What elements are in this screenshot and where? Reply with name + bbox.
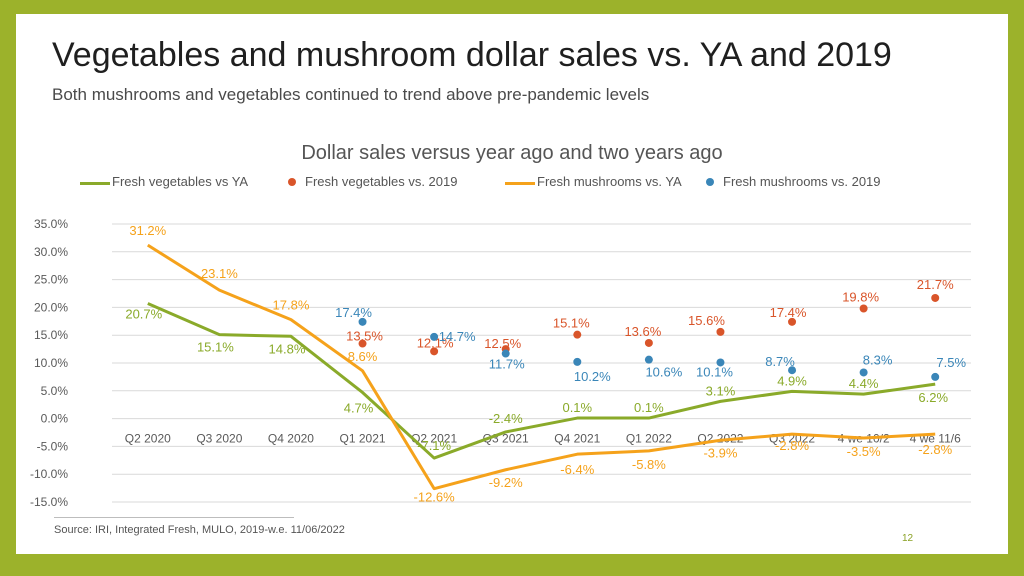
- data-label: 19.8%: [842, 290, 879, 305]
- data-point: [931, 372, 940, 381]
- data-point: [644, 338, 653, 347]
- data-label: -12.6%: [414, 490, 456, 505]
- y-tick-label: 30.0%: [34, 245, 68, 259]
- x-tick-label: Q1 2022: [626, 432, 672, 446]
- data-label: 13.5%: [346, 329, 383, 344]
- data-label: 6.2%: [918, 390, 948, 405]
- data-label: -2.8%: [918, 442, 952, 457]
- data-label: -2.4%: [489, 411, 523, 426]
- y-tick-label: -5.0%: [37, 439, 69, 453]
- data-label: 17.4%: [335, 305, 372, 320]
- data-point: [573, 330, 582, 339]
- data-label: 4.9%: [777, 373, 807, 388]
- y-tick-label: -10.0%: [30, 467, 68, 481]
- x-tick-label: Q2 2021: [411, 432, 457, 446]
- data-label: 4.7%: [344, 400, 374, 415]
- source-note: Source: IRI, Integrated Fresh, MULO, 201…: [54, 524, 345, 536]
- slide-subtitle: Both mushrooms and vegetables continued …: [52, 85, 650, 104]
- data-label: 14.7%: [439, 329, 476, 344]
- data-label: 10.2%: [574, 369, 611, 384]
- data-label: 21.7%: [917, 277, 954, 292]
- legend-label-mush-2019: Fresh mushrooms vs. 2019: [723, 174, 881, 189]
- legend-swatch-veg-2019: [288, 178, 296, 186]
- data-label: 3.1%: [706, 383, 736, 398]
- data-point: [430, 332, 439, 341]
- x-tick-label: Q4 2020: [268, 432, 314, 446]
- y-tick-label: 5.0%: [41, 384, 69, 398]
- data-label: -6.4%: [560, 462, 594, 477]
- legend-swatch-mush-2019: [706, 178, 714, 186]
- data-point: [859, 304, 868, 313]
- data-point: [573, 357, 582, 366]
- data-point: [716, 327, 725, 336]
- legend-label-veg-2019: Fresh vegetables vs. 2019: [305, 174, 458, 189]
- data-point: [788, 366, 797, 375]
- legend-label-mush-ya: Fresh mushrooms vs. YA: [537, 174, 682, 189]
- x-tick-label: Q2 2020: [125, 432, 171, 446]
- page-number: 12: [902, 533, 914, 544]
- data-point: [644, 355, 653, 364]
- x-tick-label: Q1 2021: [340, 432, 386, 446]
- chart-title: Dollar sales versus year ago and two yea…: [301, 142, 723, 164]
- data-label: -9.2%: [489, 475, 523, 490]
- data-point: [931, 293, 940, 302]
- data-label: 7.5%: [936, 355, 966, 370]
- data-point: [358, 317, 367, 326]
- data-label: 0.1%: [562, 400, 592, 415]
- y-tick-label: 10.0%: [34, 356, 68, 370]
- y-tick-label: 0.0%: [41, 412, 69, 426]
- slide: Vegetables and mushroom dollar sales vs.…: [16, 14, 1008, 554]
- data-point: [859, 368, 868, 377]
- data-label: 12.1%: [417, 335, 454, 350]
- x-tick-label: Q3 2020: [196, 432, 242, 446]
- data-label: 10.6%: [645, 365, 682, 380]
- data-label: 17.4%: [770, 305, 807, 320]
- data-label: 8.6%: [348, 349, 378, 364]
- data-label: -2.8%: [775, 438, 809, 453]
- data-label: 8.7%: [765, 354, 795, 369]
- data-label: 13.6%: [624, 324, 661, 339]
- data-label: 31.2%: [129, 223, 166, 238]
- data-label: -7.1%: [417, 438, 451, 453]
- data-point: [358, 339, 367, 348]
- y-tick-label: 35.0%: [34, 217, 68, 231]
- series-line: [146, 243, 936, 491]
- data-point: [501, 349, 510, 358]
- data-label: 0.1%: [634, 400, 664, 415]
- x-tick-label: Q4 2021: [554, 432, 600, 446]
- data-label: 8.3%: [863, 352, 893, 367]
- data-label: 10.1%: [696, 364, 733, 379]
- line-chart: -15.0% -10.0% -5.0% 0.0% 5.0% 10.0% 15.0% 20.0%…: [30, 217, 971, 509]
- data-label: 23.1%: [201, 266, 238, 281]
- data-point: [430, 347, 439, 356]
- source-divider: [54, 517, 294, 518]
- data-label: 4.4%: [849, 376, 879, 391]
- data-label: 15.1%: [553, 316, 590, 331]
- data-label: -3.9%: [703, 445, 737, 460]
- legend-swatch-mush-ya: [505, 182, 535, 185]
- y-tick-label: -15.0%: [30, 495, 68, 509]
- legend-label-veg-ya: Fresh vegetables vs YA: [112, 174, 249, 189]
- data-label: -5.8%: [632, 457, 666, 472]
- data-label: 15.1%: [197, 340, 234, 355]
- y-tick-label: 25.0%: [34, 273, 68, 287]
- slide-title: Vegetables and mushroom dollar sales vs.…: [52, 36, 892, 74]
- series-line: [147, 302, 936, 460]
- y-tick-label: 15.0%: [34, 328, 68, 342]
- data-point: [788, 317, 797, 326]
- legend-swatch-veg-ya: [80, 182, 110, 185]
- data-label: -3.5%: [847, 444, 881, 459]
- data-label: 12.5%: [484, 336, 521, 351]
- data-label: 14.8%: [269, 341, 306, 356]
- data-label: 17.8%: [273, 298, 310, 313]
- data-label: 20.7%: [125, 307, 162, 322]
- y-tick-label: 20.0%: [34, 300, 68, 314]
- data-label: 11.7%: [489, 357, 525, 372]
- data-label: 15.6%: [688, 313, 725, 328]
- data-point: [716, 358, 725, 367]
